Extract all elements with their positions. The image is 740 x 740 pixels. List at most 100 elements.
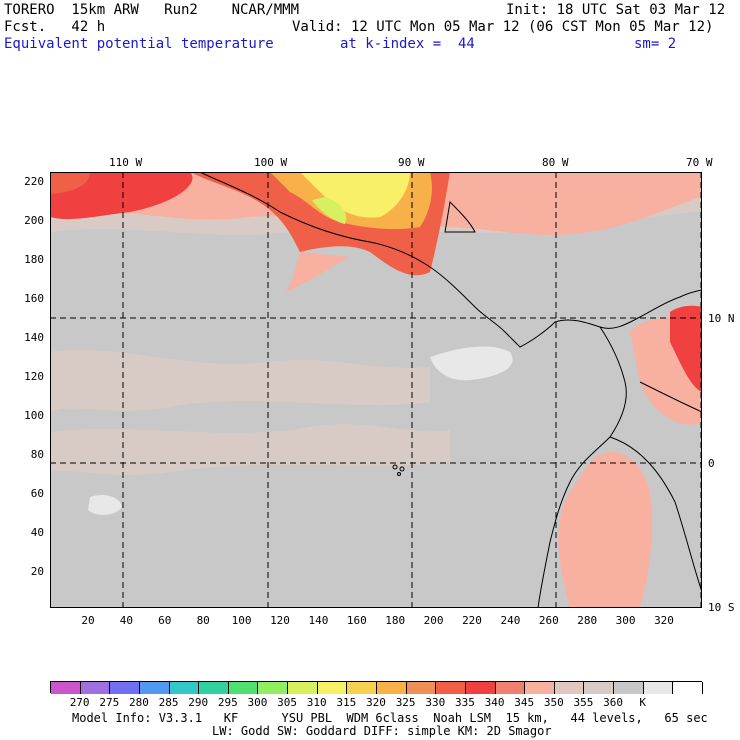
level-label: at k-index = 44 (340, 36, 475, 52)
galapagos-island (399, 466, 405, 472)
longitude-label: 90 W (398, 156, 425, 169)
colorbar-swatch (139, 682, 170, 694)
contour-355-patch2 (88, 495, 122, 515)
grid-x-label: 160 (346, 614, 367, 627)
colorbar-label: 340 (484, 696, 505, 709)
header-title: TORERO 15km ARW Run2 NCAR/MMM (4, 2, 300, 18)
colorbar-swatch (347, 682, 377, 694)
latitude-label: 0 (708, 457, 715, 470)
contour-345-band2 (50, 424, 450, 475)
andes-border (609, 436, 702, 593)
guatemala-border (444, 200, 476, 233)
colorbar-swatch (228, 682, 259, 694)
header-init-time: Init: 18 UTC Sat 03 Mar 12 (506, 2, 726, 18)
contour-340-plume (285, 252, 350, 292)
colorbar-swatch (465, 682, 496, 694)
grid-x-label: 200 (423, 614, 444, 627)
grid-y-label: 140 (24, 331, 44, 344)
contour-335-corner (50, 172, 90, 194)
colorbar-swatch (584, 682, 615, 694)
grid-y-label: 60 (30, 487, 44, 500)
colorbar-label: 355 (573, 696, 594, 709)
grid-x-label: 300 (615, 614, 636, 627)
contour-340-andes (558, 452, 652, 608)
longitude-label: 70 W (686, 156, 713, 169)
colorbar-label: 290 (188, 696, 209, 709)
colorbar-label: 360 (603, 696, 624, 709)
contour-315-mexico (300, 172, 410, 218)
colorbar-swatch (110, 682, 140, 694)
colorbar-label: 335 (454, 696, 475, 709)
header-valid-time: Valid: 12 UTC Mon 05 Mar 12 (06 CST Mon … (292, 19, 714, 35)
colorbar-swatch (525, 682, 555, 694)
latitude-label: 10 N (708, 312, 735, 325)
colorbar-label: 330 (425, 696, 446, 709)
latitude-label: 10 S (708, 601, 735, 614)
grid-y-label: 180 (24, 253, 44, 266)
header-forecast-hour: Fcst. 42 h (4, 19, 106, 35)
map-border (50, 172, 702, 608)
colorbar-swatch (51, 682, 81, 694)
grid-x-label: 280 (577, 614, 598, 627)
grid-x-label: 120 (270, 614, 290, 627)
colorbar-label: 320 (366, 696, 386, 709)
colorbar-swatch (673, 682, 703, 694)
colorbar-label: 295 (217, 696, 238, 709)
colorbar-swatch (317, 682, 348, 694)
contour-345-midband (50, 349, 430, 412)
grid-x-label: 40 (119, 614, 134, 627)
grid-x-label: 20 (81, 614, 95, 627)
colorbar-swatch (495, 682, 526, 694)
colorbar-label: 310 (306, 696, 327, 709)
grid-x-label: 320 (654, 614, 674, 627)
grid-x-label: 220 (462, 614, 482, 627)
colorbar-swatch (643, 682, 674, 694)
colorbar-swatch (614, 682, 644, 694)
grid-x-label: 60 (158, 614, 172, 627)
colorbar-swatch (288, 682, 318, 694)
map-panel (50, 172, 702, 608)
grid-y-label: 200 (24, 214, 44, 227)
grid-y-label: 160 (24, 292, 44, 305)
colorbar-label: 280 (128, 696, 149, 709)
grid-x-label: 100 (231, 614, 252, 627)
south-america-coastline (537, 326, 627, 608)
longitude-label: 100 W (254, 156, 288, 169)
grid-x-label: 260 (538, 614, 559, 627)
colorbar-swatch (554, 682, 585, 694)
colorbar-label: 315 (336, 696, 357, 709)
colorbar-swatch (406, 682, 437, 694)
colorbar-swatch (80, 682, 111, 694)
colorbar-label: 275 (99, 696, 120, 709)
colorbar-swatch (169, 682, 200, 694)
colombia-border (639, 381, 702, 413)
grid-y-label: 220 (24, 175, 44, 188)
galapagos-island (397, 472, 401, 476)
colorbar-label: 305 (277, 696, 298, 709)
central-america-coastline (199, 172, 702, 348)
colorbar-label: 345 (514, 696, 535, 709)
colorbar-label: 285 (158, 696, 179, 709)
longitude-label: 110 W (109, 156, 143, 169)
contour-355-patch1 (430, 346, 513, 381)
model-info: Model Info: V3.3.1 KF YSU PBL WDM 6class… (72, 711, 708, 725)
contour-310-core (312, 197, 347, 224)
colorbar-label: K (639, 696, 647, 709)
theta-e-map (50, 172, 702, 608)
colorbar (50, 681, 703, 694)
colorbar-label: 300 (247, 696, 268, 709)
grid-y-label: 40 (30, 526, 44, 539)
grid-y-label: 20 (30, 565, 44, 578)
grid-x-label: 80 (196, 614, 210, 627)
field-name: Equivalent potential temperature (4, 36, 274, 52)
colorbar-label: 350 (543, 696, 564, 709)
grid-x-label: 180 (385, 614, 406, 627)
smoothing-label: sm= 2 (634, 36, 677, 52)
colorbar-swatch (377, 682, 407, 694)
grid-x-label: 240 (500, 614, 521, 627)
colorbar-swatch (258, 682, 289, 694)
colorbar-swatch (436, 682, 466, 694)
galapagos-island (392, 464, 398, 470)
colorbar-label: 270 (69, 696, 90, 709)
colorbar-label: 325 (395, 696, 416, 709)
